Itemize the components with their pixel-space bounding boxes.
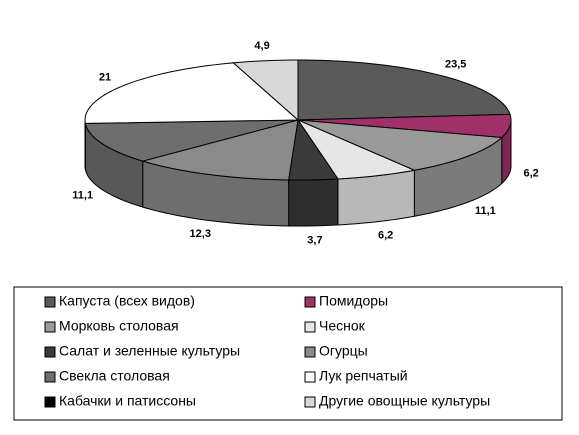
- slice: [84, 62, 300, 124]
- legend-swatch: [44, 321, 56, 333]
- legend-swatch: [44, 296, 56, 308]
- data-label: 3,7: [307, 235, 322, 247]
- data-label: 6,2: [378, 229, 393, 241]
- data-label: 12,3: [190, 228, 211, 240]
- legend-swatch: [44, 346, 56, 358]
- slice: [140, 119, 299, 181]
- legend-label: Салат и зеленные культуры: [59, 343, 240, 359]
- legend-label: Другие овощные культуры: [319, 393, 490, 409]
- slice: [232, 59, 299, 122]
- slice: [297, 59, 511, 121]
- data-label: 11,1: [475, 205, 496, 217]
- legend-label: Свекла столовая: [59, 368, 170, 384]
- slice-side: [288, 178, 339, 227]
- slice: [296, 118, 417, 180]
- slice: [297, 113, 512, 138]
- data-label: 23,5: [445, 58, 466, 70]
- legend-swatch: [304, 296, 316, 308]
- legend-swatch: [44, 371, 56, 383]
- legend-label: Чеснок: [319, 318, 366, 334]
- data-label: 21: [99, 71, 111, 83]
- legend-swatch: [304, 396, 316, 408]
- legend-label: Морковь столовая: [59, 318, 179, 334]
- legend-label: Кабачки и патиссоны: [59, 393, 196, 409]
- legend-label: Капуста (всех видов): [59, 293, 195, 309]
- slice: [84, 119, 299, 162]
- legend-box: [13, 286, 563, 421]
- data-label: 11,1: [72, 189, 93, 201]
- data-label: 6,2: [523, 167, 538, 179]
- legend-label: Огурцы: [319, 343, 368, 359]
- legend-swatch: [304, 371, 316, 383]
- slice: [288, 118, 339, 181]
- data-label: 4,9: [254, 40, 269, 52]
- legend-label: Помидоры: [319, 293, 388, 309]
- legend-swatch: [304, 321, 316, 333]
- slice: [297, 119, 503, 171]
- legend-swatch: [304, 346, 316, 358]
- legend-swatch: [44, 396, 56, 408]
- legend-label: Лук репчатый: [319, 368, 408, 384]
